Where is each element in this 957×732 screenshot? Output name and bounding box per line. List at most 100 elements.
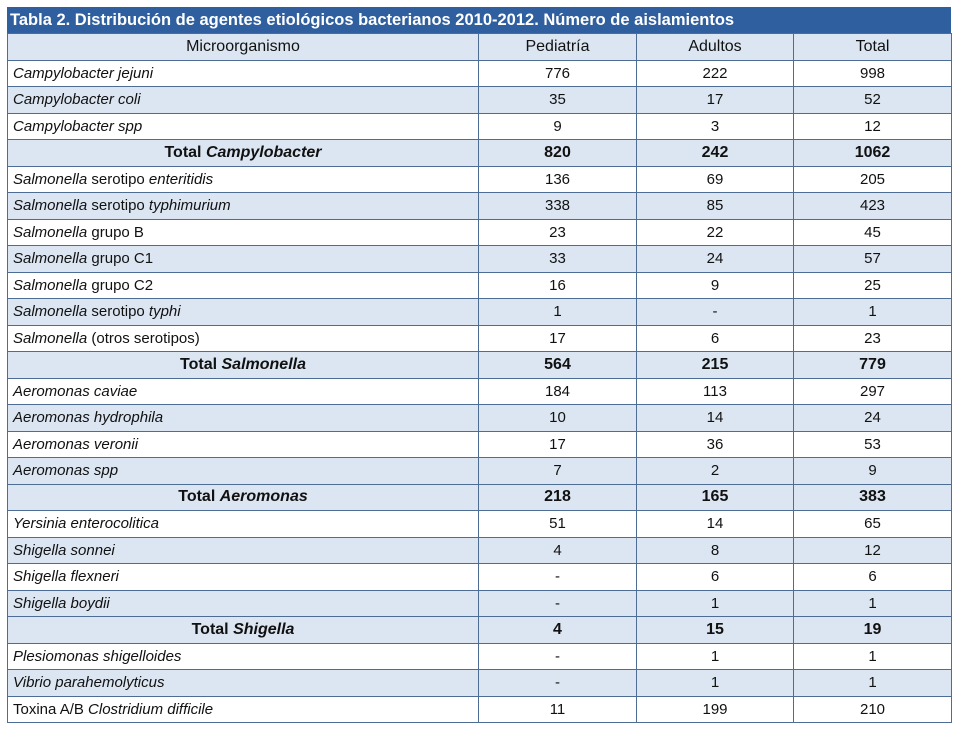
table-row: Plesiomonas shigelloides -1 1 (7, 642, 952, 670)
pediatria-cell: 7 (478, 457, 637, 485)
adultos-cell: 9 (636, 271, 794, 299)
organism-name-italic: Salmonella (13, 303, 88, 321)
microorganism-cell: Shigella sonnei (7, 536, 479, 564)
organism-name-text: grupo B (87, 223, 144, 241)
adultos-cell: 6 (636, 324, 794, 352)
total-row: Total Salmonella 564 215 779 (7, 351, 952, 379)
pediatria-cell: - (478, 642, 637, 670)
microorganism-cell: Aeromonas spp (7, 457, 479, 485)
microorganism-cell: Salmonella grupo C1 (7, 245, 479, 273)
table-row: Toxina A/B Clostridium difficile 11 199 210 (7, 695, 952, 723)
microorganism-cell: Salmonella (otros serotipos) (7, 324, 479, 352)
organism-name-italic: Aeromonas veronii (13, 435, 139, 453)
total-cell: 23 (793, 324, 952, 352)
total-cell: 45 (793, 218, 952, 246)
adultos-cell: 1 (636, 642, 794, 670)
table-row: Salmonella serotipo typhimurium 338 85 423 (7, 192, 952, 220)
organism-name-italic: enteritidis (148, 170, 214, 188)
table-container: Tabla 2. Distribución de agentes etiológ… (7, 7, 952, 723)
pediatria-cell: 4 (478, 536, 637, 564)
pediatria-cell: 51 (478, 510, 637, 538)
pediatria-cell: 16 (478, 271, 637, 299)
pediatria-cell: 136 (478, 165, 637, 193)
table-row: Salmonella grupo C2 16 9 25 (7, 271, 952, 299)
table-row: Campylobacter jejuni 776 222 998 (7, 59, 952, 87)
organism-name-italic: Shigella flexneri (13, 568, 119, 586)
adultos-cell: 165 (636, 483, 794, 511)
organism-name-italic: Aeromonas hydrophila (13, 409, 164, 427)
adultos-cell: 15 (636, 616, 794, 644)
organism-name-text: (otros serotipos) (87, 329, 200, 347)
organism-name-text: grupo C2 (87, 276, 154, 294)
organism-name-text: Total (191, 620, 234, 638)
adultos-cell: 24 (636, 245, 794, 273)
organism-name-italic: Plesiomonas shigelloides (13, 647, 182, 665)
pediatria-cell: 564 (478, 351, 637, 379)
microorganism-cell: Salmonella grupo C2 (7, 271, 479, 299)
microorganism-cell: Salmonella serotipo enteritidis (7, 165, 479, 193)
total-cell: 52 (793, 86, 952, 114)
table-row: Campylobacter spp 9 3 12 (7, 112, 952, 140)
adultos-cell: 85 (636, 192, 794, 220)
total-cell: 24 (793, 404, 952, 432)
microorganism-cell: Total Aeromonas (7, 483, 479, 511)
table-row: Salmonella serotipo enteritidis 136 69 205 (7, 165, 952, 193)
organism-name-italic: Yersinia enterocolitica (13, 515, 159, 533)
pediatria-cell: 9 (478, 112, 637, 140)
total-cell: 779 (793, 351, 952, 379)
microorganism-cell: Vibrio parahemolyticus (7, 669, 479, 697)
organism-name-text: Total (180, 355, 222, 373)
total-cell: 57 (793, 245, 952, 273)
organism-name-text: serotipo (87, 303, 149, 321)
microorganism-cell: Campylobacter coli (7, 86, 479, 114)
pediatria-cell: 17 (478, 324, 637, 352)
microorganism-cell: Total Shigella (7, 616, 479, 644)
organism-name-italic: Shigella sonnei (13, 541, 115, 559)
table-row: Salmonella serotipo typhi 1-1 (7, 298, 952, 326)
total-cell: 383 (793, 483, 952, 511)
total-cell: 6 (793, 563, 952, 591)
organism-name-italic: Salmonella (13, 250, 88, 268)
pediatria-cell: 218 (478, 483, 637, 511)
table-row: Shigella flexneri -6 6 (7, 563, 952, 591)
pediatria-cell: 184 (478, 377, 637, 405)
adultos-cell: 222 (636, 59, 794, 87)
organism-name-text: Toxina A/B (13, 700, 89, 718)
organism-name-text: Total (164, 143, 206, 161)
adultos-cell: - (636, 298, 794, 326)
microorganism-cell: Shigella boydii (7, 589, 479, 617)
total-cell: 1 (793, 669, 952, 697)
pediatria-cell: 17 (478, 430, 637, 458)
organism-name-text: serotipo (87, 170, 149, 188)
total-cell: 1062 (793, 139, 952, 167)
microorganism-cell: Total Salmonella (7, 351, 479, 379)
organism-name-italic: Campylobacter (205, 143, 322, 161)
table-row: Aeromonas spp 7 2 9 (7, 457, 952, 485)
adultos-cell: 22 (636, 218, 794, 246)
organism-name-italic: Vibrio parahemolyticus (13, 674, 165, 692)
adultos-cell: 6 (636, 563, 794, 591)
pediatria-cell: 10 (478, 404, 637, 432)
microorganism-cell: Salmonella serotipo typhimurium (7, 192, 479, 220)
table-title: Tabla 2. Distribución de agentes etiológ… (7, 7, 951, 33)
adultos-cell: 14 (636, 404, 794, 432)
total-cell: 998 (793, 59, 952, 87)
header-microorganismo: Microorganismo (7, 33, 479, 61)
organism-name-italic: Campylobacter jejuni (13, 64, 154, 82)
organism-name-italic: Aeromonas (219, 488, 308, 506)
pediatria-cell: 4 (478, 616, 637, 644)
organism-name-italic: Clostridium difficile (88, 700, 214, 718)
organism-name-italic: Salmonella (13, 223, 88, 241)
organism-name-italic: typhimurium (148, 197, 231, 215)
microorganism-cell: Aeromonas veronii (7, 430, 479, 458)
microorganism-cell: Plesiomonas shigelloides (7, 642, 479, 670)
table-row: Vibrio parahemolyticus -1 1 (7, 669, 952, 697)
adultos-cell: 17 (636, 86, 794, 114)
organism-name-italic: Aeromonas spp (13, 462, 119, 480)
total-cell: 12 (793, 112, 952, 140)
total-cell: 9 (793, 457, 952, 485)
adultos-cell: 242 (636, 139, 794, 167)
adultos-cell: 199 (636, 695, 794, 723)
organism-name-italic: Salmonella (13, 197, 88, 215)
adultos-cell: 69 (636, 165, 794, 193)
